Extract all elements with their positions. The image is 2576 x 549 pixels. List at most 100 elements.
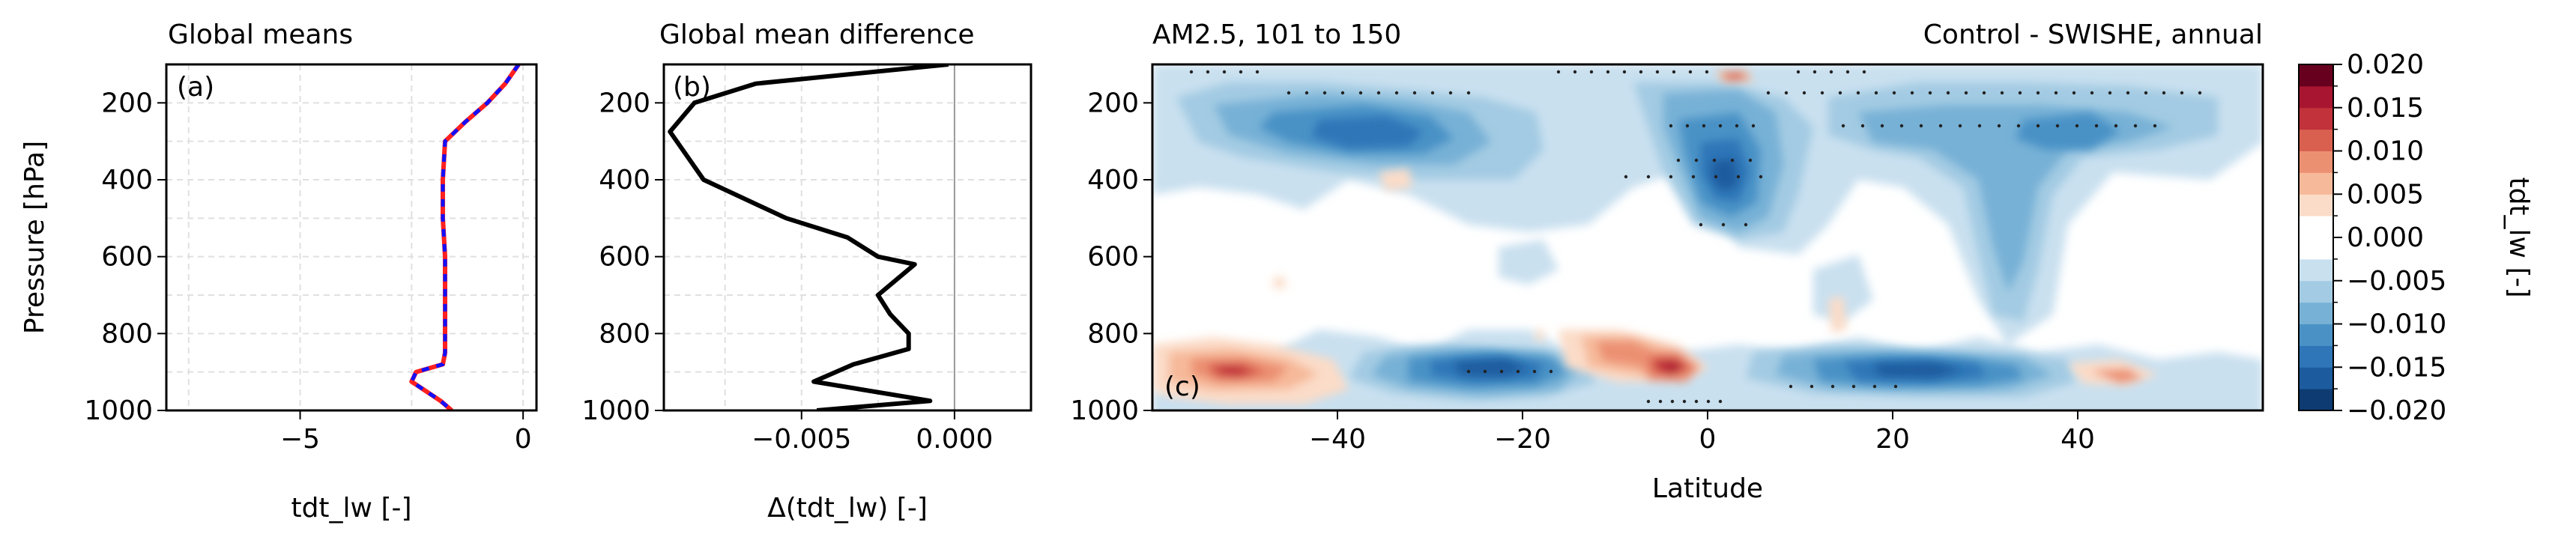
colorbar-band	[2299, 302, 2333, 324]
stipple-dot	[1639, 70, 1643, 74]
stipple-dot	[2094, 124, 2099, 128]
colorbar-tick-label: 0.010	[2347, 136, 2424, 167]
stipple-dot	[1964, 91, 1968, 95]
colorbar-band	[2299, 194, 2333, 216]
red-regions	[1152, 70, 2158, 404]
colorbar-ticks: 0.020 0.015 0.010 0.005 0.000 −0.005 −0.010 −0.…	[2333, 49, 2446, 426]
colorbar-tick-label: 0.000	[2347, 222, 2424, 253]
stipple-dot	[1340, 91, 1345, 95]
stipple-dot	[1997, 124, 2001, 128]
contour-region	[1311, 116, 1424, 148]
stipple-dot	[1748, 158, 1753, 163]
stipple-dot	[1255, 70, 1260, 74]
colorbar-band	[2299, 107, 2333, 130]
contour-region	[2016, 112, 2120, 150]
stipple-dot	[2036, 124, 2040, 128]
colorbar-tick-label: 0.015	[2347, 93, 2424, 124]
panel-c-ytick-label: 600	[1087, 242, 1139, 273]
panel-a-series-line	[409, 64, 521, 410]
panel-b-ytick-label: 800	[599, 318, 650, 349]
stipple-dot	[2055, 124, 2060, 128]
stipple-dot	[1189, 70, 1194, 74]
stipple-dot	[1322, 91, 1327, 95]
stipple-dot	[1358, 91, 1363, 95]
stipple-dot	[1910, 91, 1914, 95]
stipple-dot	[1622, 70, 1627, 74]
stipple-dot	[2072, 91, 2076, 95]
stipple-dot	[1670, 399, 1675, 404]
stipple-dot	[2114, 124, 2118, 128]
colorbar-band	[2299, 280, 2333, 303]
colorbar-tick-label: 0.020	[2347, 49, 2424, 80]
stipple-dot	[1376, 91, 1381, 95]
stipple-dot	[1736, 175, 1741, 179]
stipple-dot	[2198, 91, 2202, 95]
stipple-dot	[1556, 70, 1561, 74]
contour-region	[1536, 330, 1544, 341]
stipple-dot	[1694, 399, 1699, 404]
panel-c-label: (c)	[1164, 371, 1200, 402]
panel-a-ytick-label: 200	[101, 88, 153, 118]
stipple-dot	[1705, 70, 1709, 74]
stipple-dot	[1718, 399, 1723, 404]
contour-region	[1813, 255, 1873, 322]
stipple-dot	[2133, 124, 2138, 128]
panel-a-ytick-label: 600	[101, 242, 153, 273]
stipple-dot	[1845, 70, 1850, 74]
panel-latitude-pressure-contour: AM2.5, 101 to 150 Control - SWISHE, annu…	[1070, 19, 2264, 504]
panel-c-ytick-label: 800	[1087, 318, 1139, 349]
stipple-dot	[2144, 91, 2148, 95]
colorbar-tick-label: −0.020	[2347, 395, 2446, 426]
stipple-dot	[1412, 91, 1417, 95]
stipple-dot	[1682, 399, 1687, 404]
panel-a-series-line	[409, 64, 521, 410]
colorbar-tick-label: −0.015	[2347, 352, 2446, 383]
significance-stippling	[1189, 70, 2202, 404]
panel-c-ytick-label: 200	[1087, 88, 1139, 118]
stipple-dot	[1874, 91, 1878, 95]
stipple-dot	[1730, 158, 1735, 163]
stipple-dot	[1573, 70, 1577, 74]
panel-b-ytick-label: 400	[599, 165, 650, 195]
panel-c-xtick-label: 0	[1699, 424, 1717, 455]
contour-region	[1218, 366, 1251, 377]
stipple-dot	[1829, 70, 1833, 74]
panel-c-xlabel: Latitude	[1652, 473, 1763, 504]
stipple-dot	[1958, 124, 1962, 128]
stipple-dot	[1239, 70, 1243, 74]
stipple-dot	[1856, 91, 1860, 95]
colorbar-band	[2299, 64, 2333, 87]
stipple-dot	[1718, 124, 1723, 128]
stipple-dot	[1721, 222, 1726, 227]
stipple-dot	[1685, 124, 1690, 128]
contour-region	[1723, 73, 1746, 80]
panel-b-ytick-label: 200	[599, 88, 650, 118]
stipple-dot	[1430, 91, 1435, 95]
stipple-dot	[1892, 91, 1896, 95]
contour-field	[1152, 64, 2263, 410]
panel-b-title: Global mean difference	[659, 19, 975, 50]
panel-b-series-line	[668, 64, 949, 410]
stipple-dot	[1899, 124, 1904, 128]
panel-a-ytick-label: 1000	[84, 395, 153, 426]
stipple-dot	[1394, 91, 1399, 95]
stipple-dot	[1516, 369, 1520, 374]
panel-b-xlabel: Δ(tdt_lw) [-]	[767, 493, 928, 524]
panel-b-grid	[664, 64, 1032, 411]
panel-a-xlabel: tdt_lw [-]	[291, 493, 411, 524]
contour-region	[1274, 277, 1285, 288]
panel-a-grid	[166, 64, 536, 411]
stipple-dot	[1499, 369, 1504, 374]
stipple-dot	[1893, 384, 1898, 389]
contour-region	[1873, 363, 1963, 377]
panel-a-label: (a)	[177, 72, 214, 103]
colorbar-band	[2299, 237, 2333, 260]
colorbar-band	[2299, 129, 2333, 151]
stipple-dot	[1466, 91, 1471, 95]
stipple-dot	[1669, 175, 1673, 179]
stipple-dot	[1714, 175, 1718, 179]
panel-a-xtick-label: 0	[515, 424, 532, 455]
colorbar-band	[2299, 216, 2333, 238]
stipple-dot	[1466, 369, 1471, 374]
